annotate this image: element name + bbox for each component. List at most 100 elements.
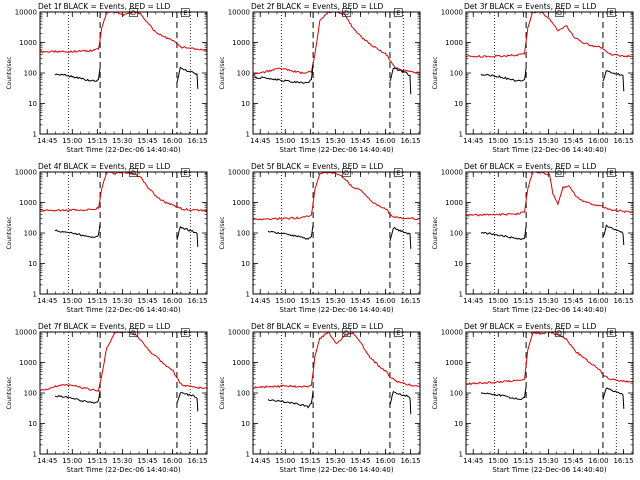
y-tick-label: 10000	[15, 9, 37, 17]
y-tick-label: 100	[237, 390, 250, 398]
box-marker-letter: D	[344, 9, 349, 17]
x-tick-label: 15:00	[488, 457, 508, 465]
y-tick-label: 1	[33, 451, 37, 459]
y-tick-label: 10	[28, 420, 37, 428]
x-axis-label: Start Time (22-Dec-06 14:40:40)	[492, 146, 606, 154]
y-tick-label: 1	[33, 291, 37, 299]
y-tick-label: 10000	[228, 329, 250, 337]
detector-panel-4: Det 4f BLACK = Events, RED = LLD Counts/s…	[6, 162, 208, 314]
black-series-line	[389, 226, 412, 249]
y-tick-label: 1000	[445, 359, 463, 367]
x-tick-label: 15:30	[538, 297, 558, 305]
x-tick-label: 16:15	[187, 297, 207, 305]
y-tick-label: 10000	[228, 169, 250, 177]
x-tick-label: 16:00	[588, 457, 608, 465]
x-tick-label: 15:30	[112, 137, 132, 145]
x-tick-label: 16:15	[187, 457, 207, 465]
y-tick-label: 10	[454, 420, 463, 428]
box-marker	[342, 8, 351, 17]
y-axis-label: Counts/sec	[219, 56, 226, 89]
red-series-line	[39, 171, 208, 212]
y-tick-label: 1	[246, 291, 250, 299]
x-tick-label: 15:30	[325, 297, 345, 305]
x-tick-label: 15:30	[538, 137, 558, 145]
x-tick-label: 16:00	[375, 137, 395, 145]
panel-title: Det 4f BLACK = Events, RED = LLD	[38, 162, 171, 171]
x-tick-label: 15:00	[488, 297, 508, 305]
black-series-line	[480, 386, 527, 401]
x-tick-label: 15:00	[62, 297, 82, 305]
black-series-line	[176, 225, 199, 247]
box-marker	[180, 8, 190, 17]
x-tick-label: 15:00	[62, 137, 82, 145]
detector-panel-5: Det 5f BLACK = Events, RED = LLD Counts/s…	[219, 162, 421, 314]
y-tick-label: 1000	[232, 39, 250, 47]
box-marker	[606, 8, 616, 17]
box-marker-letter: E	[396, 169, 400, 177]
x-tick-label: 16:15	[613, 457, 633, 465]
black-series-line	[480, 67, 527, 82]
box-marker-letter: D	[557, 169, 562, 177]
x-tick-label: 16:15	[400, 137, 420, 145]
box-marker	[129, 328, 138, 337]
x-tick-label: 16:15	[613, 137, 633, 145]
plot-frame	[252, 171, 421, 295]
box-marker	[555, 168, 564, 177]
plot-frame	[252, 11, 421, 135]
detector-panel-8: Det 8f BLACK = Events, RED = LLD Counts/s…	[219, 322, 421, 474]
x-tick-label: 16:00	[162, 457, 182, 465]
y-axis-label: Counts/sec	[432, 376, 439, 409]
y-tick-label: 1000	[445, 199, 463, 207]
x-tick-label: 15:45	[137, 457, 157, 465]
y-tick-label: 100	[237, 70, 250, 78]
x-tick-label: 16:00	[588, 297, 608, 305]
black-series-line	[389, 67, 412, 95]
x-axis-label: Start Time (22-Dec-06 14:40:40)	[279, 306, 393, 314]
plot-frame	[252, 331, 421, 455]
x-tick-label: 15:15	[513, 137, 533, 145]
x-tick-label: 15:00	[275, 457, 295, 465]
black-series-line	[267, 225, 314, 240]
box-marker-letter: D	[344, 169, 349, 177]
x-tick-label: 14:45	[37, 137, 57, 145]
y-axis-label: Counts/sec	[219, 376, 226, 409]
box-marker-letter: D	[557, 9, 562, 17]
black-series-line	[602, 387, 625, 409]
detector-panel-2: Det 2f BLACK = Events, RED = LLD Counts/s…	[219, 2, 421, 154]
x-tick-label: 15:15	[87, 297, 107, 305]
x-tick-label: 15:45	[137, 297, 157, 305]
y-tick-label: 100	[450, 70, 463, 78]
x-tick-label: 14:45	[37, 457, 57, 465]
x-tick-label: 16:00	[162, 137, 182, 145]
x-tick-label: 15:30	[325, 457, 345, 465]
black-series-line	[54, 223, 101, 238]
box-marker-letter: E	[609, 169, 613, 177]
x-tick-label: 14:45	[37, 297, 57, 305]
y-axis-label: Counts/sec	[219, 216, 226, 249]
y-tick-label: 1	[246, 131, 250, 139]
y-tick-label: 1	[459, 291, 463, 299]
black-series-line	[602, 70, 625, 92]
x-tick-label: 14:45	[250, 137, 270, 145]
y-axis-label: Counts/sec	[432, 56, 439, 89]
detector-panel-3: Det 3f BLACK = Events, RED = LLD Counts/s…	[432, 2, 634, 154]
x-tick-label: 15:00	[275, 137, 295, 145]
black-series-line	[54, 67, 101, 82]
x-tick-label: 15:15	[300, 297, 320, 305]
x-tick-label: 15:15	[87, 137, 107, 145]
y-tick-label: 10	[241, 260, 250, 268]
panel-title: Det 9f BLACK = Events, RED = LLD	[464, 322, 597, 331]
x-tick-label: 15:45	[563, 137, 583, 145]
y-tick-label: 100	[24, 70, 37, 78]
x-tick-label: 16:15	[187, 137, 207, 145]
x-tick-label: 15:30	[538, 457, 558, 465]
x-tick-label: 15:15	[300, 457, 320, 465]
y-tick-label: 1000	[445, 39, 463, 47]
box-marker	[342, 168, 351, 177]
y-tick-label: 10	[241, 420, 250, 428]
box-marker-letter: E	[183, 9, 187, 17]
box-marker	[180, 168, 190, 177]
y-tick-label: 10000	[228, 9, 250, 17]
x-tick-label: 14:45	[463, 297, 483, 305]
x-tick-label: 14:45	[463, 457, 483, 465]
